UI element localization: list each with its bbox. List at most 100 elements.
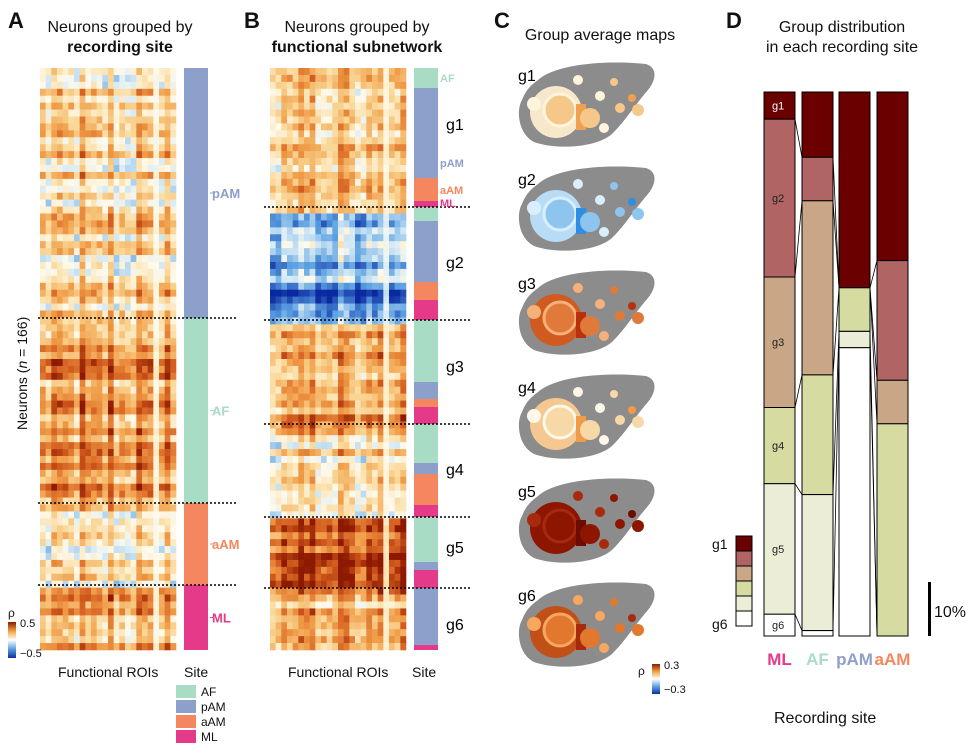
legend-swatch-af — [176, 685, 196, 698]
panel-b-site-pam — [414, 463, 438, 474]
panel-b-site-ml — [414, 300, 438, 320]
panel-b-site-pam — [414, 88, 438, 178]
colorbar-c-min: −0.3 — [664, 684, 686, 696]
bar-af-g5 — [801, 494, 834, 632]
panel-b-site-pam — [414, 562, 438, 570]
panel-b-title-line1: Neurons grouped by — [284, 19, 430, 36]
bar-label-g5: g5 — [772, 544, 784, 556]
panel-d-legend-top: g1 — [712, 536, 728, 552]
category-label-aam: aAM — [875, 650, 911, 669]
bar-af-g1 — [801, 91, 834, 158]
connector-line — [794, 374, 803, 408]
panel-d-legend-bottom: g6 — [712, 616, 728, 632]
bar-pam-g4 — [838, 287, 871, 332]
panel-c-label-g3: g3 — [518, 276, 536, 293]
panel-c-label-g1: g1 — [518, 68, 536, 85]
panel-c-label-g5: g5 — [518, 484, 536, 501]
bar-label-g3: g3 — [772, 337, 784, 349]
site-label-af: AF — [212, 404, 229, 419]
category-label-ml: ML — [767, 650, 792, 669]
legend-swatch-g2 — [735, 550, 753, 567]
colorbar-c-max: 0.3 — [664, 660, 680, 672]
panel-b-site-ml — [414, 407, 438, 424]
connector-line — [832, 331, 840, 495]
bar-pam-g6 — [838, 347, 871, 637]
panel-a-cells — [40, 68, 177, 651]
legend-swatch-g1 — [735, 535, 753, 552]
panel-b-group-g5: g5 — [446, 540, 464, 557]
panel-d-xlabel: Recording site — [774, 710, 877, 727]
panel-b-group-g2: g2 — [446, 255, 464, 272]
panel-a-label: A — [8, 8, 24, 33]
panel-b-group-g4: g4 — [446, 462, 464, 479]
panel-a-title-line1: Neurons grouped by — [47, 19, 193, 36]
panel-b-site-pam — [414, 588, 438, 645]
panel-b-site-aam — [414, 178, 438, 201]
panel-b-site-ml — [414, 570, 438, 588]
panel-b-site-ml — [414, 201, 438, 207]
panel-b-site-af — [414, 207, 438, 221]
panel-b-site-text-aam: aAM — [440, 185, 463, 197]
panel-b-site-af — [414, 517, 438, 562]
connector-line — [832, 157, 840, 288]
colorbar-a-symbol: ρ — [8, 606, 15, 620]
category-label-af: AF — [806, 650, 829, 669]
panel-b-group-g3: g3 — [446, 359, 464, 376]
colorbar-c-symbol: ρ — [638, 664, 645, 678]
panel-b-site-text-ml: ML — [440, 198, 456, 210]
bar-af-g3 — [801, 200, 834, 376]
legend-swatch-g3 — [735, 565, 753, 582]
connector-line — [869, 287, 878, 424]
panel-c-maps: g1 g2 g3 g4 g5 g6 — [518, 62, 655, 667]
panel-b-site-af — [414, 320, 438, 382]
panel-d-title-line1: Group distribution — [778, 19, 906, 36]
bar-aam-g4 — [876, 423, 909, 637]
panel-c-label-g2: g2 — [518, 172, 536, 189]
panel-b-xlabel: Functional ROIs — [288, 664, 389, 680]
panel-c-label-g4: g4 — [518, 380, 536, 397]
site-label-pam: pAM — [212, 186, 240, 201]
panel-c-map-g5 — [518, 478, 655, 563]
panel-c-label: C — [494, 8, 510, 33]
colorbar-a-min: −0.5 — [20, 648, 42, 660]
panel-b-site-ml — [414, 645, 438, 650]
site-label-aam: aAM — [212, 537, 239, 552]
colorbar-c — [652, 664, 660, 694]
panel-c-map-g1 — [518, 62, 655, 147]
bar-af-g4 — [801, 374, 834, 496]
panel-d-scale-label: 10% — [934, 604, 967, 621]
site-block-ml — [184, 585, 208, 650]
bar-aam-g1 — [876, 91, 909, 262]
panel-b-title: Neurons grouped by functional subnetwork — [262, 18, 452, 58]
bar-pam-g5 — [838, 330, 871, 349]
panel-a-heatmap: pAM AF aAM ML — [38, 68, 240, 651]
panel-b-site-aam — [414, 399, 438, 407]
panel-a-xlabel: Functional ROIs — [58, 664, 159, 680]
legend-swatch-ml — [176, 730, 196, 743]
site-block-af — [184, 318, 208, 503]
legend-swatch-g5 — [735, 595, 753, 612]
panel-a-title: Neurons grouped by recording site — [30, 18, 210, 58]
bar-label-g1: g1 — [772, 101, 784, 113]
bar-ml-g4 — [763, 407, 796, 485]
panel-c-map-g6 — [518, 582, 655, 667]
bar-label-g6: g6 — [772, 620, 784, 632]
legend-swatch-pam — [176, 700, 196, 713]
panel-c-title: Group average maps — [524, 27, 676, 44]
panel-c-map-g4 — [518, 374, 655, 459]
panel-d-label: D — [726, 8, 742, 33]
bar-af-g6 — [801, 630, 834, 637]
panel-b-site-aam — [414, 282, 438, 300]
bar-ml-g2 — [763, 118, 796, 278]
panel-c-label-g6: g6 — [518, 588, 536, 605]
bar-ml-g5 — [763, 483, 796, 615]
connector-line — [794, 119, 803, 158]
connector-line — [832, 200, 840, 288]
panel-d-title-line2: in each recording site — [765, 39, 919, 56]
connector-line — [832, 287, 840, 375]
colorbar-a — [8, 622, 16, 658]
panel-b-title-line2: functional subnetwork — [271, 39, 443, 56]
connector-line — [832, 347, 840, 631]
panel-c-map-g2 — [518, 166, 655, 251]
